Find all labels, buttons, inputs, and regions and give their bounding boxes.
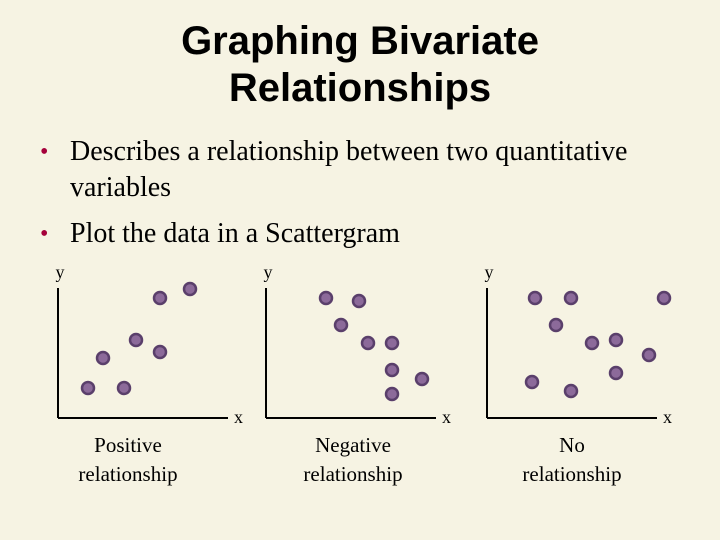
- data-point: [152, 344, 168, 360]
- y-axis-label: y: [264, 262, 273, 282]
- title-line-1: Graphing Bivariate: [181, 19, 539, 63]
- caption-line: relationship: [78, 462, 178, 486]
- data-point: [563, 290, 579, 306]
- data-point: [360, 335, 376, 351]
- data-point: [563, 383, 579, 399]
- data-point: [608, 332, 624, 348]
- data-point: [641, 347, 657, 363]
- bullet-item: • Plot the data in a Scattergram: [40, 216, 680, 252]
- y-axis-label: y: [56, 262, 65, 282]
- data-point: [656, 290, 672, 306]
- bullet-dot-icon: •: [40, 139, 49, 165]
- data-point: [384, 386, 400, 402]
- data-point: [95, 350, 111, 366]
- data-point: [128, 332, 144, 348]
- bullet-dot-icon: •: [40, 221, 49, 247]
- caption-line: relationship: [522, 462, 622, 486]
- bullet-text: Plot the data in a Scattergram: [70, 218, 400, 249]
- data-point: [318, 290, 334, 306]
- caption-line: relationship: [303, 462, 403, 486]
- scatter-panel: yx: [485, 262, 673, 427]
- data-point: [80, 380, 96, 396]
- data-point: [414, 371, 430, 387]
- slide-title: Graphing Bivariate Relationships: [0, 18, 720, 112]
- data-point: [351, 293, 367, 309]
- bullet-item: • Describes a relationship between two q…: [40, 134, 680, 206]
- scatter-panel: yx: [264, 262, 452, 427]
- y-axis-label: y: [485, 262, 494, 282]
- bullet-list: • Describes a relationship between two q…: [40, 134, 680, 262]
- x-axis-label: x: [442, 407, 451, 427]
- data-point: [527, 290, 543, 306]
- caption-negative: Negative relationship: [253, 431, 453, 489]
- scatter-panel: yx: [56, 262, 244, 427]
- caption-line: No: [559, 433, 585, 457]
- bullet-text: Describes a relationship between two qua…: [70, 136, 628, 203]
- data-point: [152, 290, 168, 306]
- data-point: [116, 380, 132, 396]
- data-point: [384, 362, 400, 378]
- x-axis-label: x: [663, 407, 672, 427]
- data-point: [182, 281, 198, 297]
- x-axis-label: x: [234, 407, 243, 427]
- title-line-2: Relationships: [228, 66, 492, 110]
- caption-line: Negative: [315, 433, 391, 457]
- data-point: [584, 335, 600, 351]
- data-point: [524, 374, 540, 390]
- caption-none: No relationship: [472, 431, 672, 489]
- caption-line: Positive: [94, 433, 162, 457]
- caption-positive: Positive relationship: [28, 431, 228, 489]
- data-point: [548, 317, 564, 333]
- data-point: [333, 317, 349, 333]
- data-point: [608, 365, 624, 381]
- data-point: [384, 335, 400, 351]
